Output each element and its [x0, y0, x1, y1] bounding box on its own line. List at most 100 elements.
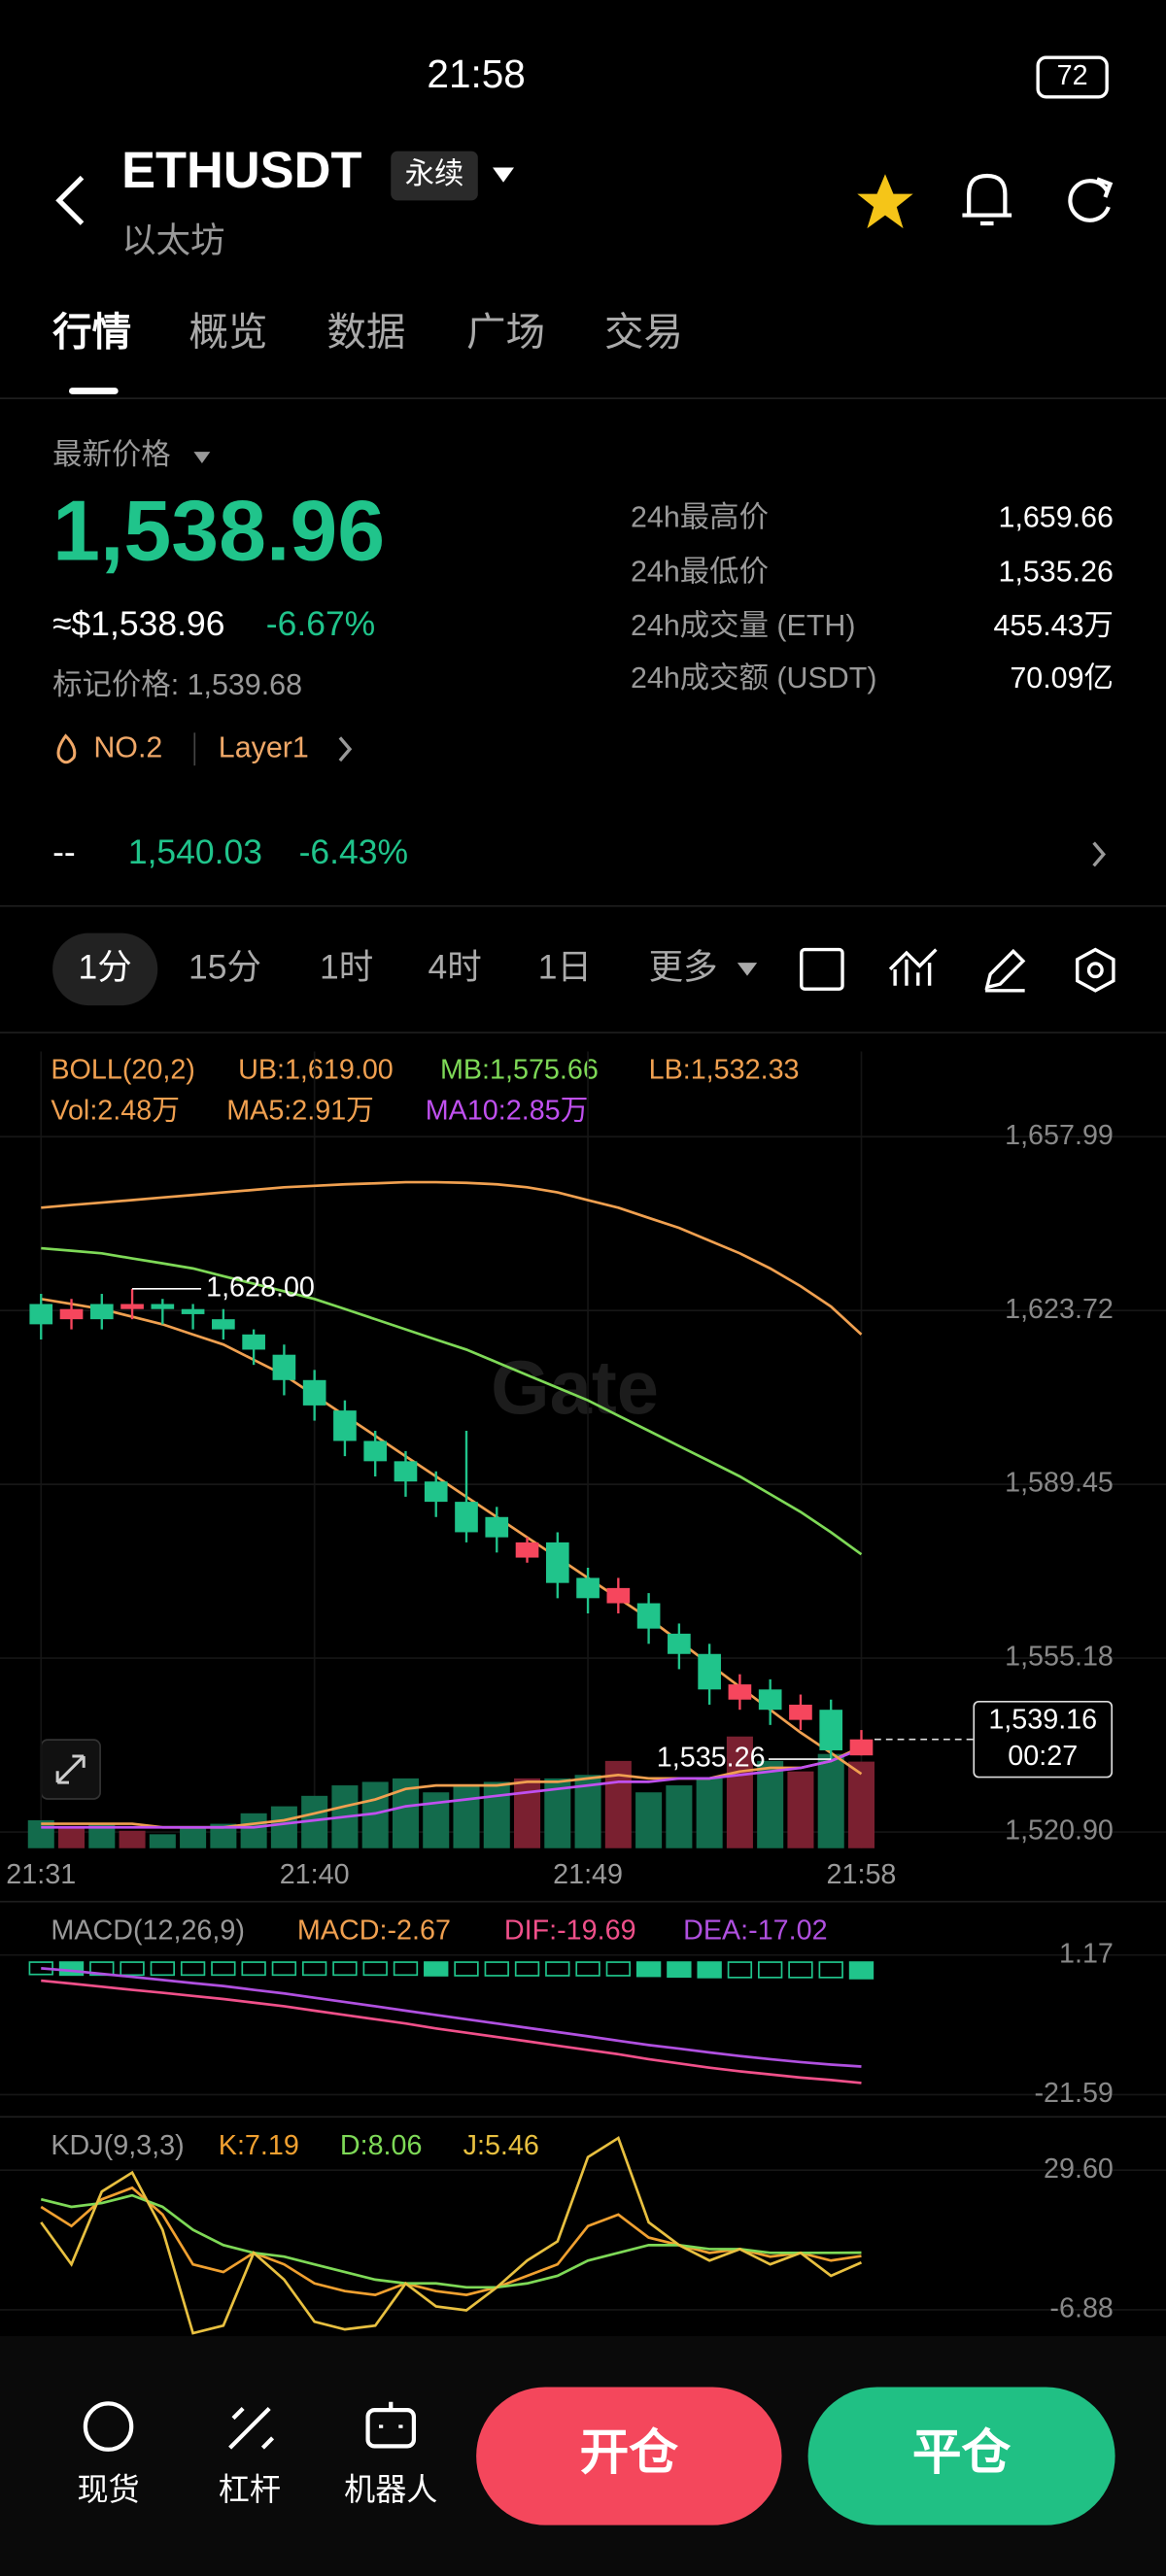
y-tick-label: 1,589.45 — [1005, 1468, 1114, 1499]
dropdown-icon[interactable] — [193, 452, 211, 463]
close-position-button[interactable] — [807, 2387, 1115, 2525]
alert-bell[interactable] — [962, 173, 1012, 226]
macd-bar — [424, 1961, 449, 1977]
candle-body — [302, 1379, 326, 1406]
x-tick-label: 21:49 — [553, 1859, 623, 1890]
divider — [0, 904, 1166, 907]
margin-icon[interactable] — [228, 2406, 275, 2450]
indicator-label: Vol:2.48万 — [51, 1096, 180, 1127]
divider — [0, 1900, 1166, 1903]
dropdown-icon[interactable] — [737, 963, 758, 976]
candle-body — [606, 1587, 631, 1604]
settings-icon[interactable] — [1076, 947, 1115, 993]
indicator-icon[interactable] — [888, 948, 938, 986]
volume-bar — [453, 1785, 480, 1848]
macd-bar — [848, 1961, 874, 1980]
x-tick-label: 21:31 — [6, 1859, 76, 1890]
macd-bar — [788, 1961, 813, 1979]
volume-bar — [696, 1778, 723, 1848]
boll-line — [41, 1246, 863, 1556]
interval[interactable]: 1日 — [538, 947, 592, 986]
tab[interactable]: 行情 — [52, 310, 131, 355]
interval-selected[interactable] — [52, 932, 158, 1006]
chevron[interactable] — [1092, 841, 1107, 867]
nav-label[interactable]: 现货 — [77, 2472, 139, 2507]
tab-indicator — [68, 388, 119, 394]
sector-tag[interactable]: Layer1 — [219, 730, 309, 763]
y-tick-label: -21.59 — [1034, 2078, 1113, 2109]
volume-bar — [787, 1771, 814, 1848]
candle-body — [698, 1653, 721, 1690]
macd-bar — [332, 1961, 358, 1977]
kdj-line — [40, 2193, 862, 2289]
macd-bar — [301, 1961, 327, 1977]
candle-body — [455, 1502, 478, 1533]
usd-price: ≈$1,538.96 — [52, 604, 224, 643]
symbol: ETHUSDT — [121, 143, 361, 199]
contract-type: 永续 — [405, 157, 464, 190]
interval[interactable]: 1分 — [79, 947, 132, 986]
y-tick-label: 1.17 — [1059, 1938, 1114, 1969]
candle-body — [515, 1542, 539, 1558]
interval[interactable]: 1时 — [320, 947, 373, 986]
candle-body — [363, 1441, 388, 1462]
indicator-label: MA5:2.91万 — [226, 1096, 374, 1127]
index-name: -- — [52, 832, 76, 871]
candle-body — [212, 1319, 235, 1330]
clock: 21:58 — [427, 51, 525, 96]
candle-body — [668, 1633, 691, 1654]
open-position-button[interactable] — [476, 2387, 782, 2525]
nav-label[interactable]: 机器人 — [344, 2472, 437, 2507]
stat-label: 24h最低价 — [631, 555, 769, 588]
macd-bar — [362, 1961, 388, 1977]
tab[interactable]: 数据 — [326, 310, 405, 355]
y-tick-label: 1,520.90 — [1005, 1815, 1114, 1847]
price-tag-value: 1,539.16 — [988, 1705, 1097, 1736]
interval[interactable]: 15分 — [189, 947, 261, 986]
tab[interactable]: 交易 — [604, 310, 683, 355]
indicator-label: J:5.46 — [463, 2130, 539, 2161]
dropdown-icon[interactable] — [493, 167, 515, 183]
candle-body — [819, 1710, 843, 1750]
volume-bar — [757, 1760, 784, 1848]
chevron[interactable] — [338, 736, 353, 763]
x-tick-label: 21:40 — [280, 1859, 350, 1890]
tab[interactable]: 概览 — [189, 310, 267, 355]
favorite-star[interactable] — [857, 174, 913, 229]
candle-body — [545, 1542, 569, 1583]
mark-price: 标记价格: 1,539.68 — [52, 668, 302, 701]
macd-bar — [545, 1961, 570, 1977]
macd-bar — [58, 1961, 85, 1977]
candle-body — [485, 1516, 509, 1538]
draw-icon[interactable] — [984, 948, 1026, 993]
volume-bar — [635, 1792, 663, 1848]
indicator-label: UB:1,619.00 — [238, 1054, 394, 1085]
macd-line — [41, 1967, 862, 2068]
hot-icon — [56, 733, 77, 764]
rank-tag[interactable]: NO.2 — [93, 730, 162, 763]
indicator-label: MB:1,575.66 — [440, 1054, 599, 1085]
macd-bar — [454, 1961, 479, 1977]
candle-body — [242, 1334, 265, 1350]
close-position-label[interactable]: 平仓 — [912, 2424, 1012, 2480]
chart-type-icon[interactable] — [800, 947, 844, 991]
indicator-label: D:8.06 — [340, 2130, 423, 2161]
open-position-label[interactable]: 开仓 — [580, 2424, 679, 2480]
share-icon[interactable] — [1068, 177, 1114, 222]
interval[interactable]: 更多 — [649, 947, 718, 986]
spot-icon[interactable] — [83, 2401, 134, 2452]
volume-bar — [726, 1736, 753, 1848]
volume-bar — [847, 1761, 874, 1848]
indicator-label: DEA:-17.02 — [683, 1915, 827, 1947]
volume-bar — [240, 1813, 267, 1848]
volume-bar — [270, 1806, 297, 1848]
candle-body — [29, 1304, 53, 1325]
volume-bar — [119, 1830, 146, 1848]
back-button[interactable] — [55, 175, 85, 225]
stat-value: 1,659.66 — [999, 500, 1114, 533]
nav-label[interactable]: 杠杆 — [219, 2472, 281, 2507]
indicator-label: MACD:-2.67 — [297, 1915, 451, 1947]
candle-body — [728, 1684, 752, 1700]
interval[interactable]: 4时 — [429, 947, 482, 986]
tab[interactable]: 广场 — [466, 310, 545, 355]
